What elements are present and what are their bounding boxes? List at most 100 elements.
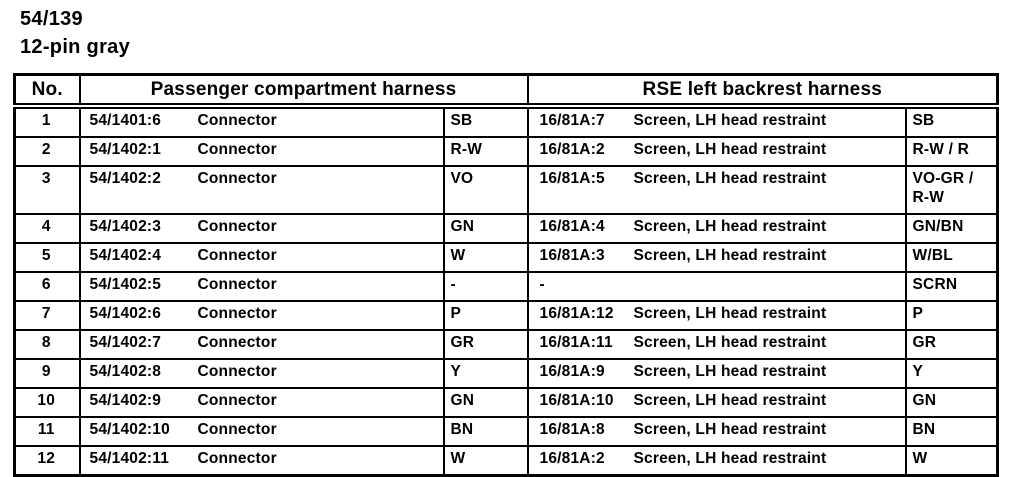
right-connector-desc: Screen, LH head restraint (633, 247, 827, 264)
pin-number: 12 (13, 445, 81, 477)
right-wire-color: GN/BN (904, 213, 999, 244)
right-connector-id: 16/81A:10 (539, 392, 614, 409)
connector-number-title: 54/139 (20, 8, 83, 30)
left-harness-cell: 54/1402:7 Connector (78, 329, 445, 360)
left-harness-cell: 54/1402:9 Connector (78, 387, 445, 418)
left-wire-color: P (442, 300, 529, 331)
right-wire-color: R-W / R (904, 136, 999, 167)
left-connector-id: 54/1402:9 (89, 392, 162, 409)
left-connector-desc: Connector (197, 450, 277, 467)
table-row: 8 54/1402:7 Connector GR 16/81A:11 Screen,… (13, 329, 999, 360)
left-wire-color: GN (442, 387, 529, 418)
right-harness-cell: 16/81A:12 Screen, LH head restraint (526, 300, 907, 331)
right-harness-cell: 16/81A:10 Screen, LH head restraint (526, 387, 907, 418)
right-harness-cell: 16/81A:8 Screen, LH head restraint (526, 416, 907, 447)
left-wire-color: Y (442, 358, 529, 389)
right-wire-color: SB (904, 105, 999, 138)
table-row: 7 54/1402:6 Connector P 16/81A:12 Screen, … (13, 300, 999, 331)
pin-number: 8 (13, 329, 81, 360)
right-connector-id: 16/81A:3 (539, 247, 605, 264)
header-row: No. Passenger compartment harness RSE le… (13, 73, 999, 109)
table-row: 9 54/1402:8 Connector Y 16/81A:9 Screen, L… (13, 358, 999, 389)
left-wire-color: - (442, 271, 529, 302)
right-connector-id: 16/81A:4 (539, 218, 605, 235)
right-wire-color: P (904, 300, 999, 331)
right-connector-id: 16/81A:11 (539, 334, 613, 351)
right-connector-id: 16/81A:9 (539, 363, 605, 380)
left-wire-color: VO (442, 165, 529, 215)
right-connector-desc: Screen, LH head restraint (633, 450, 827, 467)
right-wire-color: GR (904, 329, 999, 360)
right-harness-cell: 16/81A:4 Screen, LH head restraint (526, 213, 907, 244)
left-connector-desc: Connector (197, 218, 277, 235)
header-right-harness: RSE left backrest harness (526, 73, 999, 109)
left-connector-desc: Connector (197, 421, 277, 438)
right-connector-desc: Screen, LH head restraint (633, 305, 827, 322)
pin-number: 3 (13, 165, 81, 215)
left-connector-id: 54/1402:1 (89, 141, 162, 158)
header-left-harness: Passenger compartment harness (78, 73, 529, 109)
right-harness-cell: 16/81A:7 Screen, LH head restraint (526, 105, 907, 138)
left-connector-desc: Connector (197, 305, 277, 322)
table-row: 3 54/1402:2 Connector VO 16/81A:5 Screen, … (13, 165, 999, 215)
pin-number: 2 (13, 136, 81, 167)
left-connector-id: 54/1402:10 (89, 421, 170, 438)
right-connector-desc: Screen, LH head restraint (633, 141, 827, 158)
left-connector-desc: Connector (197, 247, 277, 264)
right-wire-color: W (904, 445, 999, 477)
table-row: 10 54/1402:9 Connector GN 16/81A:10 Screen… (13, 387, 999, 418)
right-connector-id: 16/81A:7 (539, 112, 605, 129)
left-harness-cell: 54/1401:6 Connector (78, 105, 445, 138)
right-connector-desc: Screen, LH head restraint (633, 363, 827, 380)
left-wire-color: BN (442, 416, 529, 447)
pin-number: 5 (13, 242, 81, 273)
left-connector-desc: Connector (197, 170, 277, 187)
left-connector-id: 54/1402:3 (89, 218, 162, 235)
left-connector-desc: Connector (197, 334, 277, 351)
left-connector-id: 54/1401:6 (89, 112, 162, 129)
table-row: 6 54/1402:5 Connector - - SCRN (13, 271, 999, 302)
right-connector-id: 16/81A:12 (539, 305, 614, 322)
right-connector-desc: Screen, LH head restraint (633, 421, 827, 438)
left-connector-id: 54/1402:11 (89, 450, 170, 467)
pin-number: 1 (13, 105, 81, 138)
left-connector-desc: Connector (197, 141, 277, 158)
right-connector-id: - (539, 276, 545, 293)
pin-number: 6 (13, 271, 81, 302)
right-connector-id: 16/81A:2 (539, 141, 605, 158)
right-connector-id: 16/81A:8 (539, 421, 605, 438)
pin-number: 11 (13, 416, 81, 447)
left-harness-cell: 54/1402:2 Connector (78, 165, 445, 215)
pin-number: 9 (13, 358, 81, 389)
right-connector-desc: Screen, LH head restraint (633, 392, 827, 409)
table-row: 2 54/1402:1 Connector R-W 16/81A:2 Screen,… (13, 136, 999, 167)
table-row: 4 54/1402:3 Connector GN 16/81A:4 Screen, … (13, 213, 999, 244)
right-connector-id: 16/81A:5 (539, 170, 605, 187)
left-wire-color: W (442, 445, 529, 477)
right-connector-id: 16/81A:2 (539, 450, 605, 467)
left-connector-desc: Connector (197, 112, 277, 129)
right-wire-color: Y (904, 358, 999, 389)
right-wire-color: W/BL (904, 242, 999, 273)
left-harness-cell: 54/1402:5 Connector (78, 271, 445, 302)
left-connector-id: 54/1402:6 (89, 305, 162, 322)
left-harness-cell: 54/1402:10 Connector (78, 416, 445, 447)
pinout-table-body: 1 54/1401:6 Connector SB 16/81A:7 Screen, … (13, 105, 999, 477)
right-connector-desc: Screen, LH head restraint (633, 334, 827, 351)
table-row: 5 54/1402:4 Connector W 16/81A:3 Screen, L… (13, 242, 999, 273)
left-wire-color: GR (442, 329, 529, 360)
left-wire-color: W (442, 242, 529, 273)
left-wire-color: SB (442, 105, 529, 138)
header-no: No. (13, 73, 81, 109)
right-connector-desc: Screen, LH head restraint (633, 218, 827, 235)
right-harness-cell: 16/81A:2 Screen, LH head restraint (526, 136, 907, 167)
left-harness-cell: 54/1402:8 Connector (78, 358, 445, 389)
right-harness-cell: 16/81A:5 Screen, LH head restraint (526, 165, 907, 215)
left-connector-id: 54/1402:2 (89, 170, 162, 187)
pin-number: 4 (13, 213, 81, 244)
right-wire-color: VO-GR / R-W (904, 165, 999, 215)
left-connector-id: 54/1402:5 (89, 276, 162, 293)
page-title: 54/139 12-pin gray (20, 5, 130, 61)
right-harness-cell: 16/81A:3 Screen, LH head restraint (526, 242, 907, 273)
table-row: 11 54/1402:10 Connector BN 16/81A:8 Screen… (13, 416, 999, 447)
